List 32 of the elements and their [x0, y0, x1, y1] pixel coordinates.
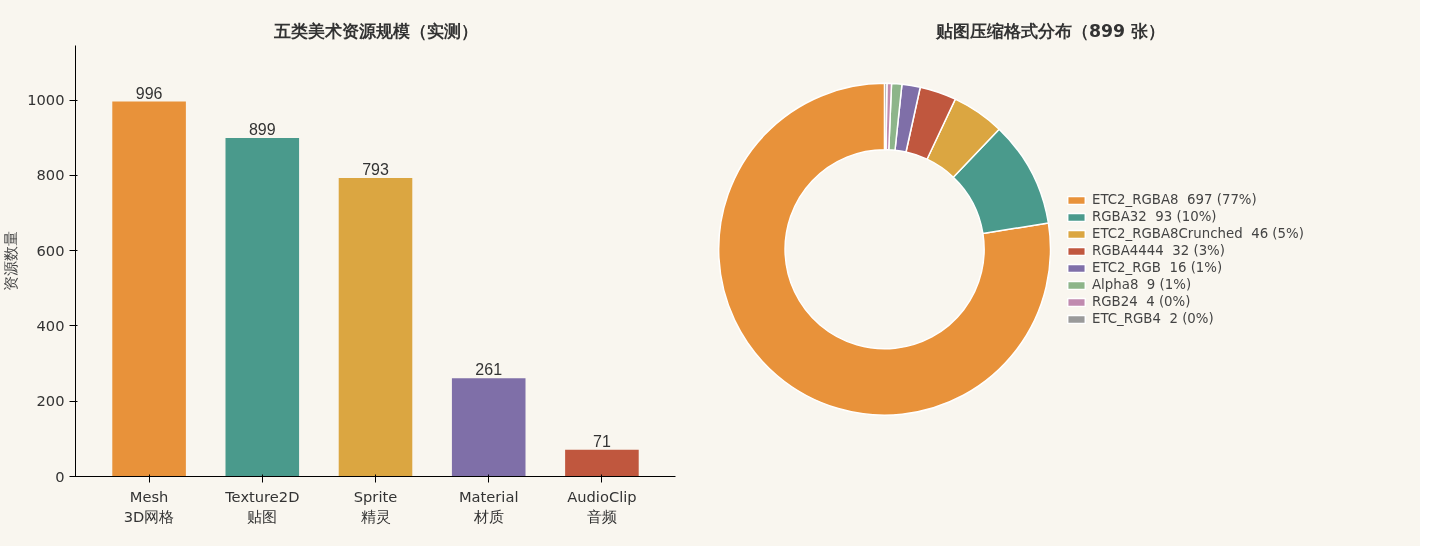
bar [225, 138, 300, 477]
legend-label: ETC2_RGBA8 697 (77%) [1092, 192, 1257, 207]
y-tick-label: 600 [36, 241, 65, 259]
y-tick-label: 400 [36, 316, 65, 334]
chart-title: 贴图压缩格式分布（899 张） [934, 20, 1166, 41]
x-tick-label: Sprite 精灵 [353, 487, 398, 525]
legend-label: ETC2_RGB 16 (1%) [1092, 260, 1223, 275]
bar [451, 378, 526, 477]
data-label: 899 [248, 121, 276, 139]
data-label: 793 [362, 161, 389, 178]
bar [338, 178, 413, 477]
x-tick-label: Mesh 3D网格 [123, 487, 175, 525]
y-tick-label: 0 [55, 467, 65, 485]
data-label: 71 [593, 432, 611, 450]
x-tick-label: AudioClip 音频 [567, 487, 637, 525]
bar [565, 449, 639, 477]
legend-label: RGBA4444 32 (3%) [1092, 243, 1225, 258]
legend-label: RGBA32 93 (10%) [1092, 209, 1217, 224]
x-tick-label: Material 材质 [458, 487, 519, 525]
data-label: 996 [135, 84, 163, 102]
x-tick-label: Texture2D 贴图 [224, 487, 300, 525]
legend-label: ETC2_RGBA8Crunched 46 (5%) [1092, 226, 1304, 241]
y-tick-label: 1000 [27, 91, 65, 109]
bar [112, 101, 186, 477]
chart-title: 五类美术资源规模（实测） [272, 20, 478, 41]
y-tick-label: 800 [36, 166, 65, 184]
y-axis-title: 资源数量 [3, 231, 20, 291]
legend-label: ETC_RGB4 2 (0%) [1092, 311, 1214, 326]
legend-label: Alpha8 9 (1%) [1092, 277, 1192, 292]
data-label: 261 [475, 361, 503, 379]
y-tick-label: 200 [36, 392, 65, 410]
legend-label: RGB24 4 (0%) [1092, 294, 1191, 309]
